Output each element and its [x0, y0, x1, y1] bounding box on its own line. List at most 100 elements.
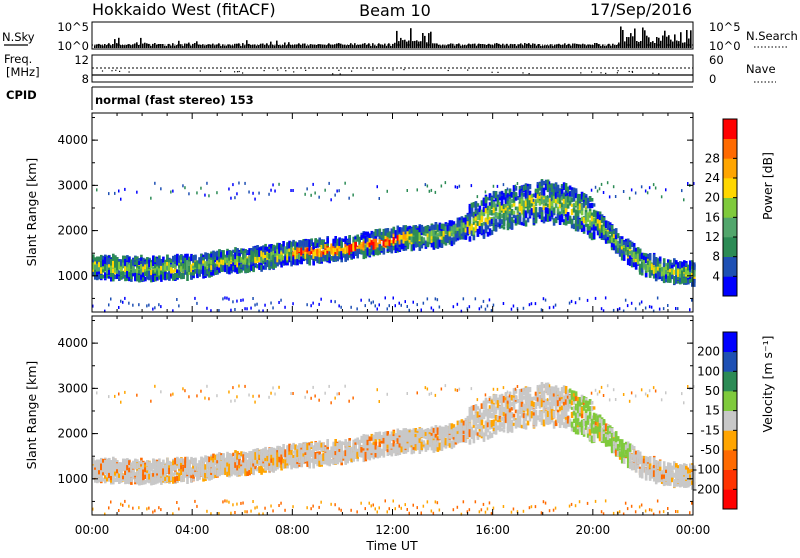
nsky-bar: [552, 46, 554, 48]
power-colorbar-segment: [723, 178, 737, 198]
velocity-cell: [120, 503, 122, 506]
freq-dot: [580, 72, 581, 73]
velocity-cell: [152, 511, 154, 514]
nsky-bar: [658, 38, 660, 48]
freq-dot: [448, 70, 449, 71]
nsky-bar: [226, 46, 228, 48]
freq-dot: [129, 71, 130, 72]
nsky-tick-top: 10^5: [57, 20, 89, 34]
nsky-bar: [436, 43, 438, 48]
power-cell: [399, 302, 401, 305]
nsky-bar: [438, 45, 440, 48]
power-cell: [306, 303, 308, 306]
power-colorbar-tick-label: 16: [705, 210, 720, 224]
nsky-bar: [240, 46, 242, 48]
nsky-bar: [454, 46, 456, 48]
nsky-bar: [266, 43, 268, 48]
power-cell: [513, 211, 516, 215]
power-cell: [631, 188, 633, 191]
velocity-cell: [204, 397, 206, 400]
nsky-bar: [382, 45, 384, 48]
nsky-bar: [638, 42, 640, 48]
nsky-bar: [440, 46, 442, 49]
power-colorbar-segment: [723, 237, 737, 257]
power-cell: [539, 193, 541, 196]
nsky-bar: [262, 44, 264, 49]
nsky-bar: [362, 44, 364, 48]
power-cell: [242, 299, 244, 302]
freq-dot: [332, 73, 333, 74]
nsky-bar: [256, 46, 258, 48]
power-cell: [365, 304, 367, 307]
power-cell: [603, 191, 605, 194]
power-cell: [373, 301, 375, 304]
power-cell: [645, 273, 648, 277]
nsky-bar: [516, 46, 518, 48]
power-cell: [537, 182, 539, 185]
freq-dot: [115, 70, 116, 71]
power-cell: [659, 258, 662, 261]
power-cell: [535, 302, 537, 305]
nsky-bar: [356, 45, 358, 48]
nsky-bar: [564, 43, 566, 48]
nsky-bar: [688, 39, 690, 49]
velocity-cell: [110, 501, 112, 504]
power-cell: [605, 296, 607, 299]
power-cell: [114, 192, 116, 195]
power-cell: [593, 203, 596, 206]
nsky-bar: [318, 44, 320, 48]
power-cell: [567, 193, 569, 196]
velocity-cell: [160, 508, 162, 511]
freq-dot: [617, 72, 618, 73]
nsky-bar: [234, 44, 236, 48]
power-cell: [625, 299, 627, 302]
freq-dot: [293, 71, 294, 72]
power-cell: [182, 184, 184, 187]
power-cell: [473, 236, 476, 241]
nsky-bar: [444, 46, 446, 49]
power-cell: [310, 194, 312, 197]
nsky-bar: [608, 44, 610, 48]
nsky-bar: [558, 44, 560, 48]
velocity-cell: [136, 394, 138, 397]
power-cell: [523, 307, 525, 310]
nsky-bar: [570, 46, 572, 48]
power-cell: [172, 190, 174, 193]
nsky-bar: [274, 46, 276, 48]
nsky-bar: [242, 43, 244, 48]
freq-dot: [632, 71, 633, 72]
velocity-cell: [160, 390, 162, 393]
power-cell: [176, 298, 178, 301]
nsky-bar: [546, 45, 548, 48]
power-cell: [547, 195, 549, 198]
power-cell: [459, 185, 461, 188]
power-cell: [641, 301, 643, 304]
power-cell: [188, 192, 190, 195]
power-colorbar-tick-label: 8: [712, 250, 720, 264]
power-cell: [455, 185, 457, 188]
power-cell: [533, 199, 535, 202]
power-cell: [427, 297, 429, 300]
power-colorbar-tick-label: 28: [705, 151, 720, 165]
nsearch-tick-top: 10^5: [709, 20, 741, 34]
nsky-bar: [488, 44, 490, 48]
power-cell: [314, 192, 316, 195]
cpid-text: normal (fast stereo) 153: [95, 93, 254, 107]
nsky-bar: [478, 44, 480, 48]
power-cell: [108, 192, 110, 195]
power-cell: [383, 248, 386, 253]
power-cell: [495, 227, 498, 231]
nsky-bar: [518, 44, 520, 48]
power-colorbar-segment: [723, 139, 737, 159]
velocity-cell: [182, 387, 184, 390]
nsky-bar: [328, 43, 330, 48]
power-cell: [268, 193, 270, 196]
power-cell: [477, 195, 479, 198]
nsky-bar: [208, 44, 210, 48]
power-cell: [401, 304, 403, 307]
nsky-bar: [114, 39, 116, 48]
power-cell: [108, 303, 110, 306]
power-cell: [503, 226, 506, 229]
nsky-bars: [92, 27, 693, 49]
